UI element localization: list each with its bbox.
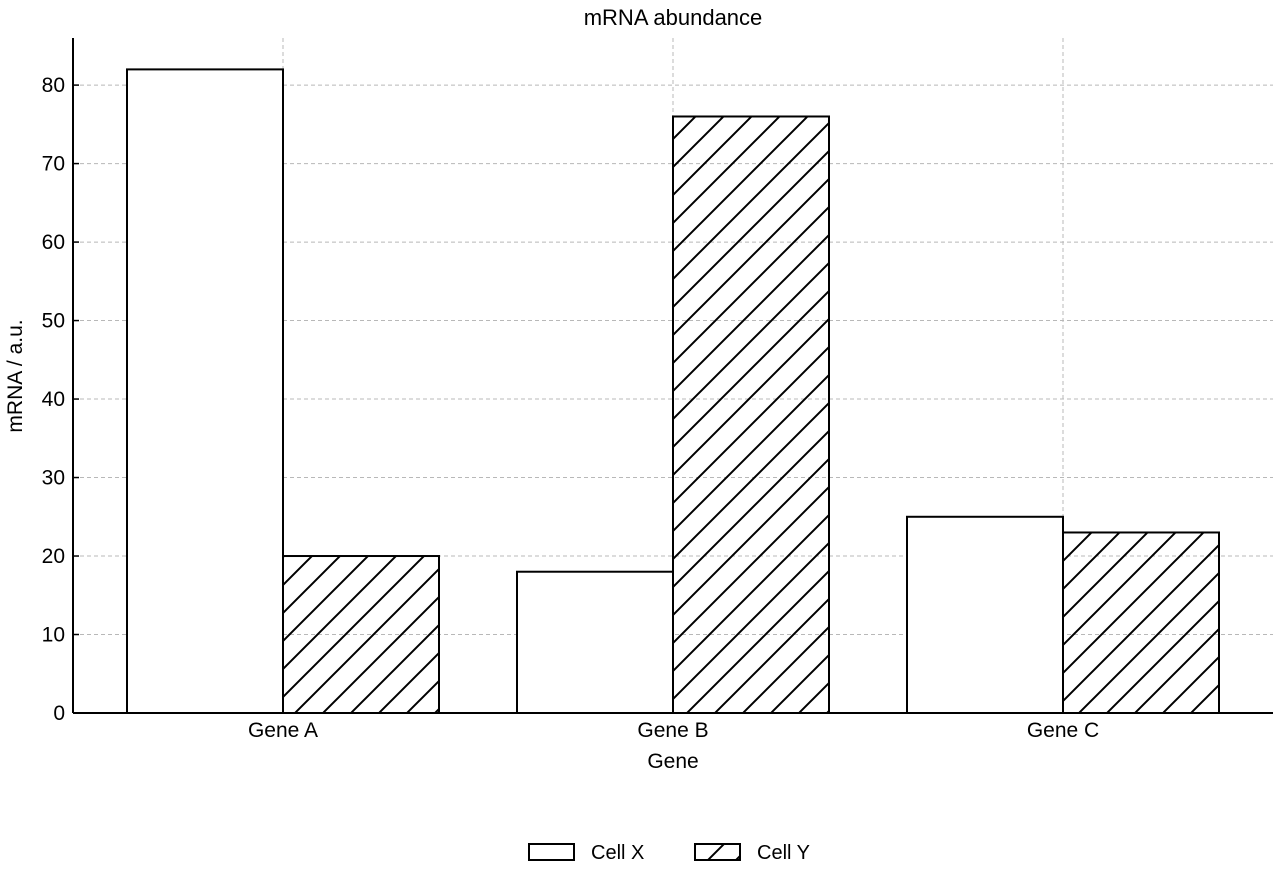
y-tick-label: 20: [42, 545, 65, 568]
legend-swatch-cell-y: [694, 843, 741, 861]
x-tick-labels: Gene A Gene B Gene C: [248, 707, 1099, 742]
y-tick-label: 10: [42, 624, 65, 647]
y-tick-label: 70: [42, 153, 65, 176]
x-axis-label: Gene: [647, 750, 698, 773]
bar-cell-x-gene-a: [126, 68, 284, 715]
y-axis-label: mRNA / a.u.: [4, 319, 27, 432]
bar-cell-y-gene-c: [1062, 531, 1220, 714]
y-tick-label: 50: [42, 310, 65, 333]
x-tick-label: Gene C: [1027, 719, 1099, 742]
y-tick-label: 0: [53, 702, 65, 725]
legend-label-cell-x: Cell X: [591, 842, 644, 864]
legend-label-cell-y: Cell Y: [757, 842, 810, 864]
bar-cell-y-gene-b: [672, 115, 830, 715]
x-tick-label: Gene B: [637, 719, 708, 742]
bar-cell-x-gene-b: [516, 570, 674, 715]
x-tick-label: Gene A: [248, 719, 318, 742]
bars: [126, 68, 1220, 715]
y-tick-label: 60: [42, 231, 65, 254]
bar-cell-y-gene-a: [282, 555, 440, 714]
y-tick-label: 40: [42, 388, 65, 411]
legend: Cell X Cell Y: [528, 842, 810, 864]
chart-title: mRNA abundance: [584, 5, 763, 30]
y-tick-labels: 0 10 20 30 40 50 60 70 80: [42, 74, 79, 725]
y-tick-label: 30: [42, 467, 65, 490]
y-tick-label: 80: [42, 74, 65, 97]
bar-cell-x-gene-c: [906, 515, 1064, 714]
legend-swatch-cell-x: [528, 843, 575, 861]
